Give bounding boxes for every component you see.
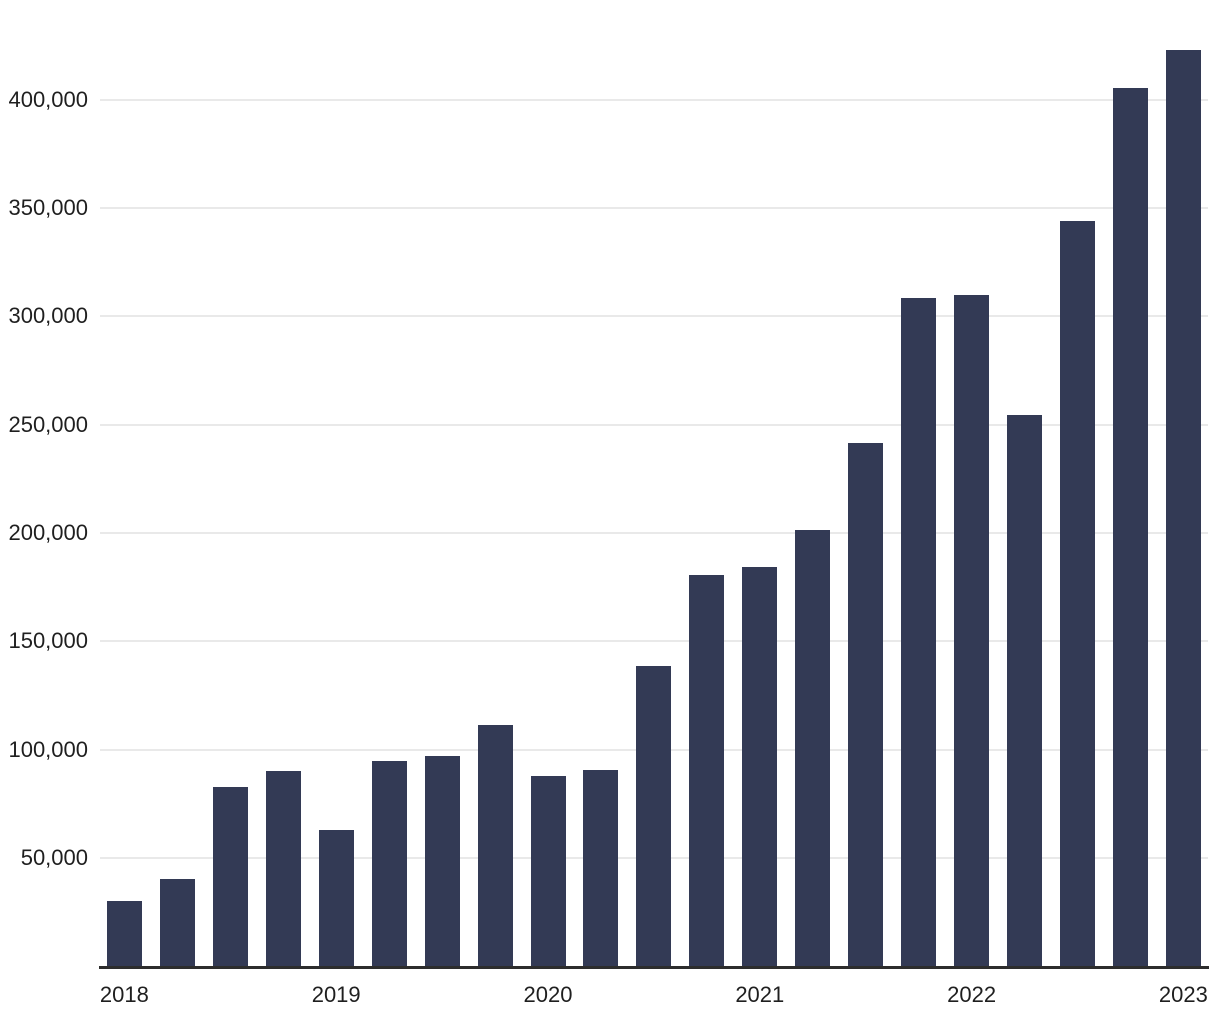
bar — [530, 775, 566, 967]
gridline — [100, 532, 1208, 535]
x-axis-tick-label: 2019 — [311, 982, 361, 1007]
bar — [901, 297, 937, 967]
y-axis-tick-label: 200,000 — [8, 520, 88, 546]
x-axis-tick-label: 2022 — [947, 982, 997, 1007]
bar — [1007, 414, 1043, 967]
bar — [1112, 87, 1148, 967]
bar — [159, 878, 195, 967]
bar — [265, 771, 301, 967]
bar — [371, 760, 407, 967]
bar — [848, 443, 884, 967]
y-axis-tick-label: 300,000 — [8, 303, 88, 329]
bar — [106, 901, 142, 967]
y-axis-tick-label: 150,000 — [8, 628, 88, 654]
bar — [424, 756, 460, 967]
x-axis-line — [99, 965, 1209, 969]
y-axis-tick-label: 50,000 — [20, 845, 88, 871]
gridline — [100, 98, 1208, 101]
gridline — [100, 207, 1208, 210]
gridline — [100, 640, 1208, 643]
bar — [795, 529, 831, 967]
bar — [954, 294, 990, 967]
bar — [318, 829, 354, 967]
bar — [477, 724, 513, 967]
bar — [636, 666, 672, 967]
bar — [212, 786, 248, 967]
bar — [689, 575, 725, 967]
y-axis-tick-label: 350,000 — [8, 195, 88, 221]
y-axis-tick-label: 250,000 — [8, 411, 88, 437]
bar — [1165, 49, 1201, 967]
y-axis-tick-label: 400,000 — [8, 86, 88, 112]
bar — [1060, 221, 1095, 967]
y-axis-tick-label: 100,000 — [8, 736, 88, 762]
gridline — [100, 315, 1208, 318]
x-axis-tick-label: 2020 — [523, 982, 573, 1007]
bar — [742, 566, 778, 967]
x-axis-tick-label: 2021 — [735, 982, 785, 1007]
x-axis-tick-label: 2023 — [1158, 982, 1208, 1007]
bar — [583, 770, 619, 967]
gridline — [100, 423, 1208, 426]
x-axis-tick-label: 2018 — [99, 982, 149, 1007]
